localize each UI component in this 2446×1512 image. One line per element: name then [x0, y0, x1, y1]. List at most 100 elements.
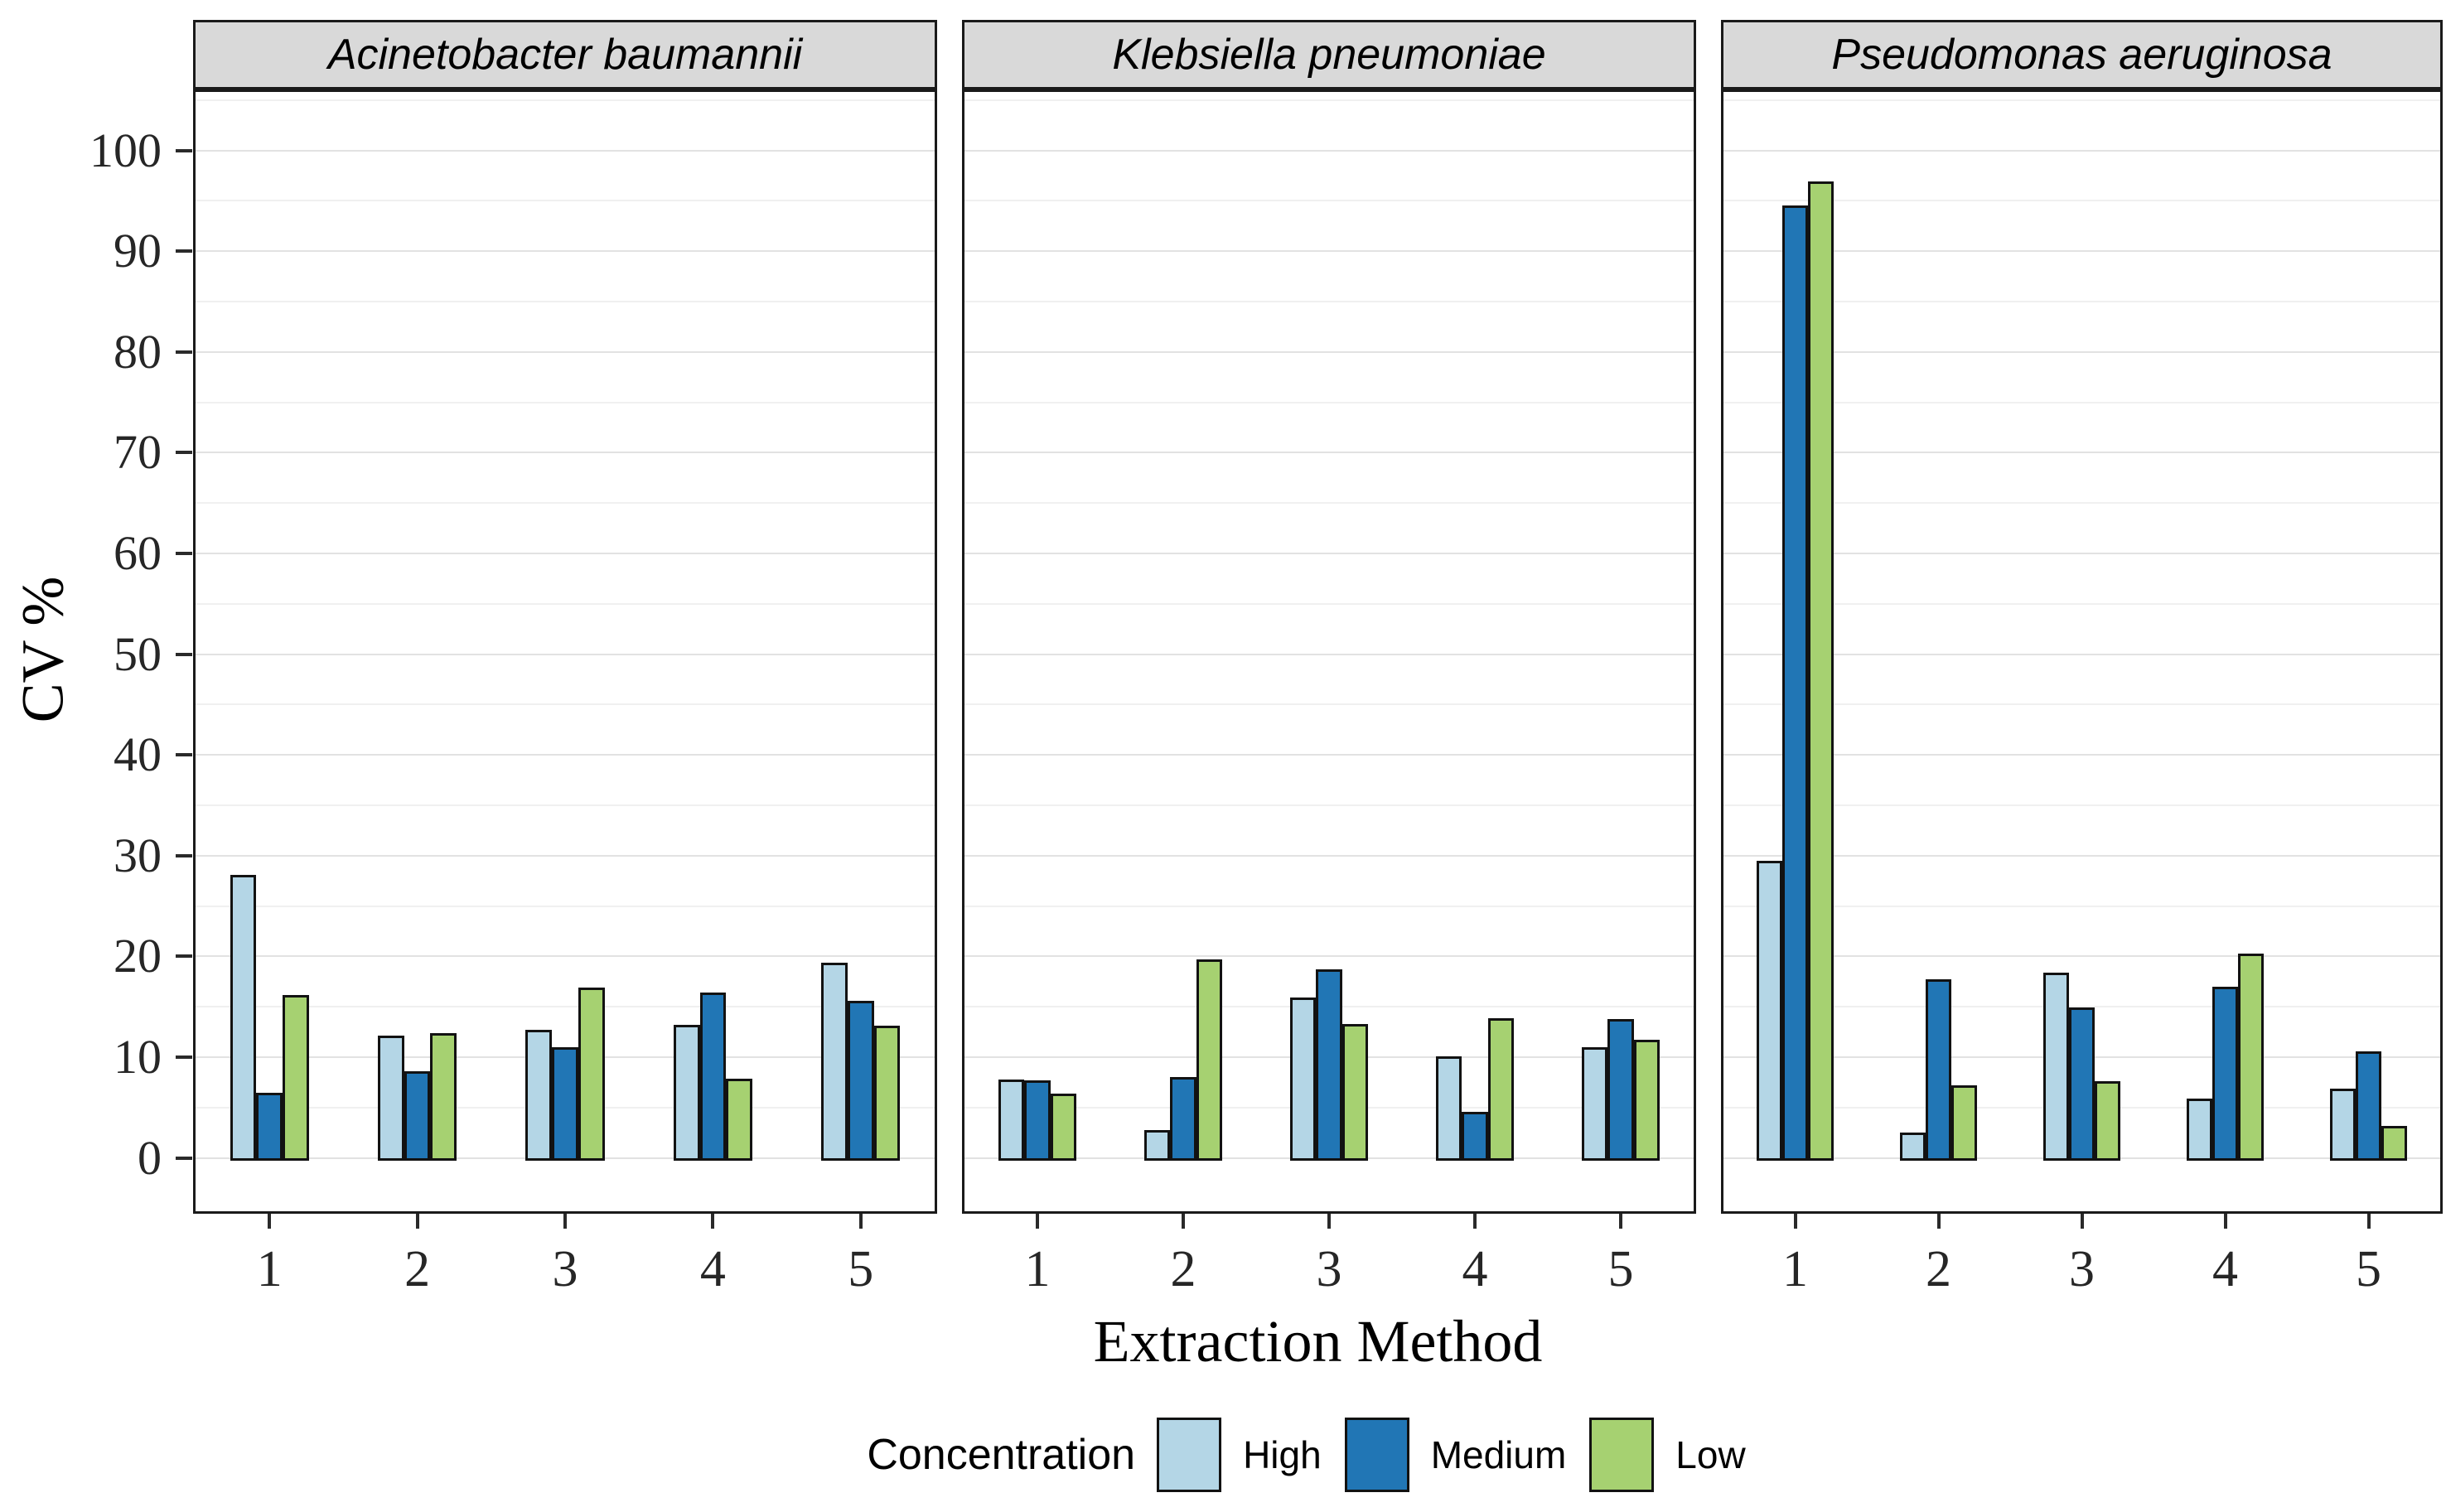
bar-low-method1	[1807, 181, 1834, 1161]
bar-medium-method2	[1926, 979, 1951, 1161]
gridline-y90	[964, 250, 1694, 253]
gridline-y30	[196, 854, 935, 857]
bar-medium-method2	[404, 1071, 431, 1161]
x-tick-facet0-5	[858, 1214, 863, 1229]
x-tick-facet1-5	[1619, 1214, 1622, 1229]
gridline-y85	[1723, 300, 2440, 302]
x-tick-label-facet1-5: 5	[1607, 1241, 1634, 1297]
bar-low-method2	[1196, 959, 1222, 1161]
gridline-y15	[196, 1006, 935, 1008]
x-tick-label-facet0-3: 3	[552, 1241, 578, 1297]
gridline-y100	[196, 149, 935, 152]
y-tick-label-90: 90	[114, 224, 162, 278]
gridline-y45	[196, 703, 935, 706]
bar-high-method4	[1436, 1056, 1462, 1161]
bar-medium-method5	[1607, 1018, 1634, 1161]
x-axis-title: Extraction Method	[1093, 1308, 1543, 1374]
gridline-y85	[196, 300, 935, 302]
facet-panel-acinetobacter	[193, 89, 937, 1214]
gridline-y15	[1723, 1006, 2440, 1008]
gridline-y30	[1723, 854, 2440, 857]
gridline-y60	[1723, 552, 2440, 554]
legend-title: Concentration	[867, 1431, 1136, 1479]
gridline-y70	[964, 452, 1694, 454]
legend-item-high: High	[1157, 1418, 1322, 1492]
y-tick-80	[176, 350, 192, 354]
bar-high-method5	[1582, 1046, 1608, 1161]
y-tick-label-20: 20	[114, 929, 162, 983]
legend-swatch-medium	[1344, 1418, 1409, 1492]
gridline-y55	[196, 602, 935, 605]
bar-medium-method3	[1316, 969, 1342, 1161]
bar-high-method5	[2330, 1088, 2357, 1161]
gridline-y75	[964, 401, 1694, 403]
y-tick-100	[176, 148, 192, 152]
bar-low-method4	[2237, 953, 2264, 1161]
y-tick-label-70: 70	[114, 425, 162, 480]
gridline-y60	[196, 552, 935, 554]
gridline-y90	[196, 250, 935, 253]
gridline-y95	[964, 200, 1694, 202]
x-tick-label-facet1-1: 1	[1024, 1241, 1051, 1297]
gridline-y30	[964, 854, 1694, 857]
x-tick-label-facet0-2: 2	[404, 1241, 431, 1297]
y-tick-10	[176, 1055, 192, 1059]
bar-medium-method5	[2356, 1051, 2381, 1161]
gridline-y70	[196, 452, 935, 454]
gridline-y25	[196, 905, 935, 907]
gridline-y75	[196, 401, 935, 403]
bar-medium-method1	[256, 1092, 283, 1161]
bar-low-method4	[1487, 1017, 1514, 1161]
x-tick-facet0-2	[415, 1214, 419, 1229]
y-tick-0	[176, 1156, 192, 1160]
x-tick-label-facet2-2: 2	[1926, 1241, 1951, 1297]
gridline-y90	[1723, 250, 2440, 253]
gridline-y40	[196, 754, 935, 756]
gridline-y55	[964, 602, 1694, 605]
gridline-y85	[964, 300, 1694, 302]
legend-label-low: Low	[1675, 1433, 1746, 1476]
legend-item-medium: Medium	[1344, 1418, 1566, 1492]
gridline-y25	[964, 905, 1694, 907]
facet-title: Klebsiella pneumoniae	[1112, 31, 1546, 79]
facet-strip-klebsiella: Klebsiella pneumoniae	[962, 20, 1696, 89]
bar-high-method3	[1290, 998, 1317, 1161]
gridline-y55	[1723, 602, 2440, 605]
bar-low-method1	[283, 994, 309, 1161]
x-tick-facet0-3	[563, 1214, 567, 1229]
x-tick-facet0-4	[711, 1214, 715, 1229]
bar-low-method5	[2381, 1125, 2407, 1161]
legend-swatch-low	[1589, 1418, 1655, 1492]
bar-low-method4	[726, 1078, 753, 1161]
gridline-y65	[196, 502, 935, 505]
bar-high-method4	[2187, 1098, 2213, 1161]
y-tick-90	[176, 249, 192, 254]
facet-strip-acinetobacter: Acinetobacter baumannii	[193, 20, 937, 89]
x-tick-label-facet2-1: 1	[1782, 1241, 1808, 1297]
x-tick-label-facet0-4: 4	[699, 1241, 726, 1297]
gridline-y40	[964, 754, 1694, 756]
gridline-y105	[196, 99, 935, 101]
gridline-y50	[1723, 653, 2440, 655]
y-tick-label-40: 40	[114, 727, 162, 782]
gridline-y100	[1723, 149, 2440, 152]
legend-swatch-high	[1157, 1418, 1222, 1492]
legend-label-high: High	[1243, 1433, 1322, 1476]
x-tick-facet2-3	[2080, 1214, 2084, 1229]
bar-high-method2	[1144, 1129, 1171, 1161]
y-tick-label-50: 50	[114, 626, 162, 681]
gridline-y80	[196, 350, 935, 353]
y-tick-label-10: 10	[114, 1029, 162, 1084]
x-tick-facet2-5	[2366, 1214, 2371, 1229]
bar-medium-method3	[552, 1046, 578, 1161]
gridline-y20	[964, 955, 1694, 958]
legend: Concentration High Medium Low	[193, 1413, 2443, 1496]
x-tick-label-facet0-5: 5	[848, 1241, 874, 1297]
bar-low-method2	[1951, 1085, 1977, 1161]
legend-item-low: Low	[1589, 1418, 1746, 1492]
x-tick-facet1-2	[1182, 1214, 1185, 1229]
bar-high-method5	[821, 962, 848, 1161]
bar-medium-method3	[2069, 1007, 2095, 1161]
y-tick-30	[176, 853, 192, 857]
